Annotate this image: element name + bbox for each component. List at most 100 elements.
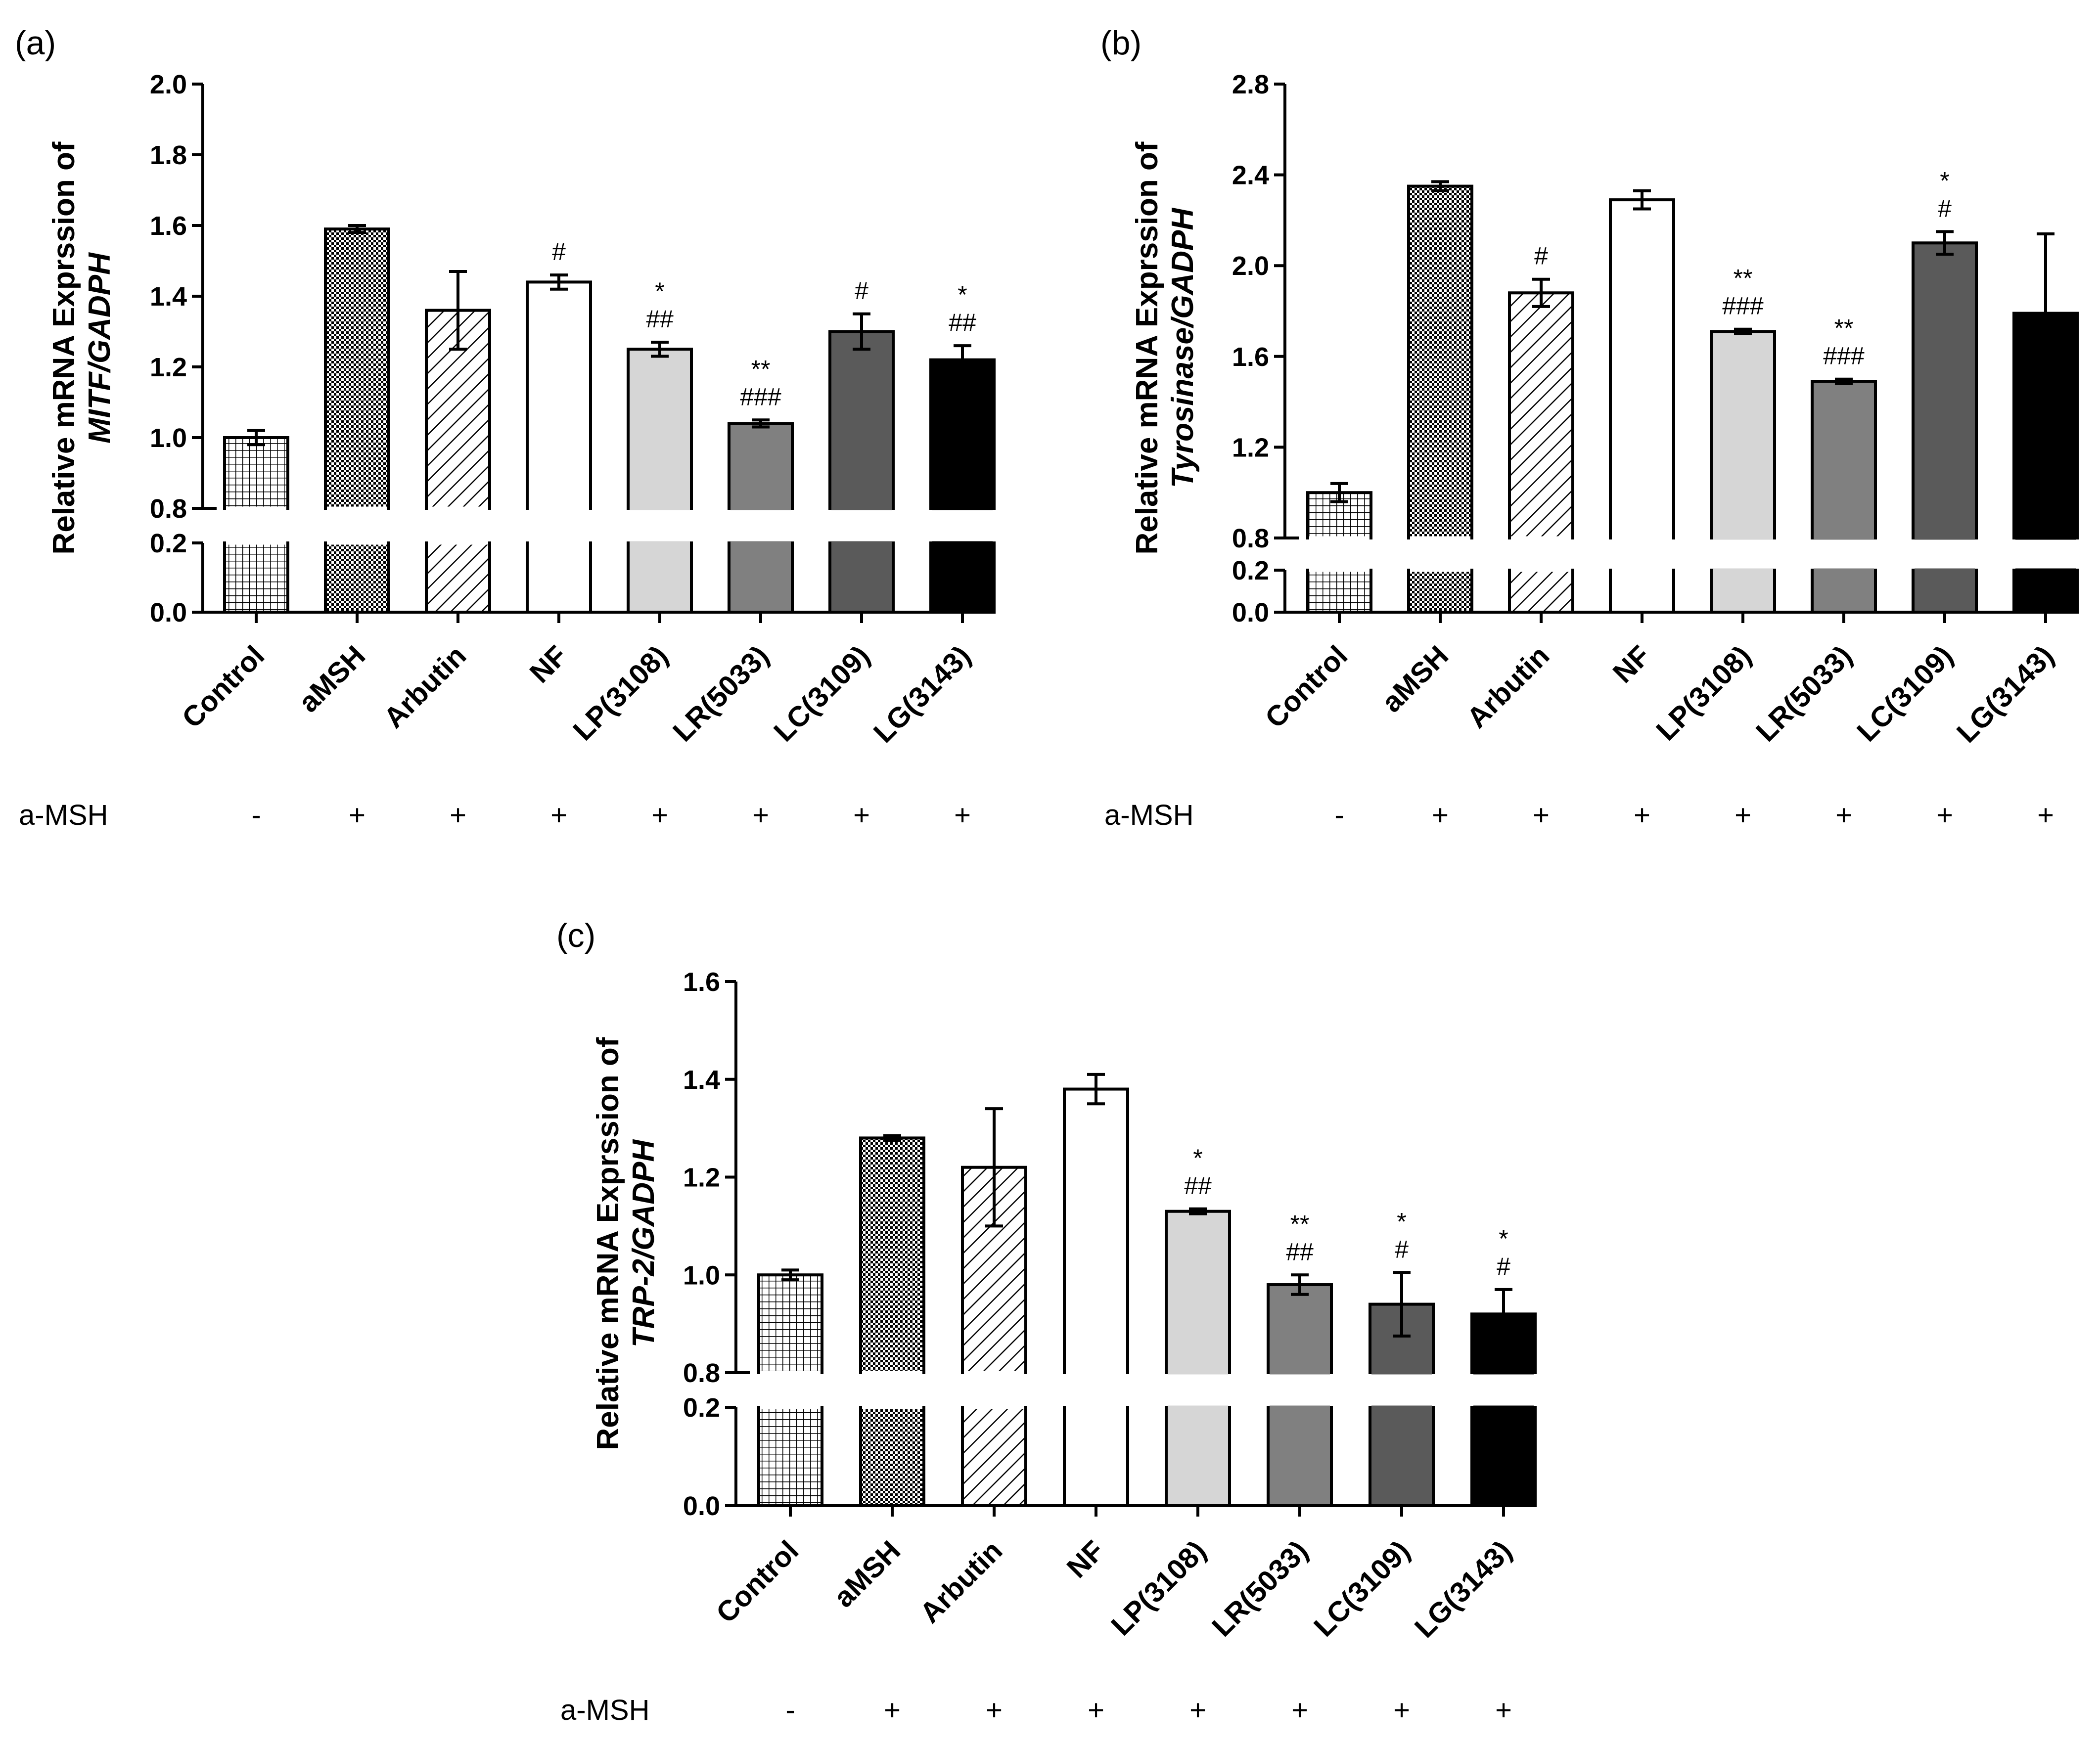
y-tick-label: 0.0	[1232, 598, 1269, 627]
significance-label: #	[1395, 1235, 1409, 1263]
significance-label: *	[1397, 1208, 1406, 1235]
y-tick-label: 1.8	[150, 140, 187, 170]
bar-lower-segment	[728, 541, 794, 614]
bar-upper-segment	[1063, 1087, 1129, 1374]
bar-upper-segment	[1470, 1312, 1537, 1375]
y-tick-label: 0.2	[1232, 556, 1269, 585]
y-axis-label: Relative mRNA Exprssion ofTyrosinase/GAD…	[1130, 141, 1200, 554]
treatment-sign: +	[1835, 799, 1852, 831]
treatment-label: a-MSH	[1104, 799, 1193, 831]
bar-lower-segment	[627, 541, 693, 614]
x-tick-label: NF	[524, 639, 574, 689]
bar-upper-segment	[1407, 184, 1473, 539]
treatment-sign: +	[986, 1694, 1003, 1726]
y-tick-label: 2.0	[150, 70, 187, 99]
bar-lower-segment	[1609, 569, 1675, 614]
x-tick-label: Arbutin	[377, 639, 472, 734]
x-tick-label: Control	[710, 1534, 805, 1629]
bar-lower-segment	[961, 1406, 1027, 1507]
treatment-sign: +	[1495, 1694, 1512, 1726]
bar-lower-segment	[929, 541, 996, 614]
bar-upper-segment	[1609, 198, 1675, 539]
bar-lower-segment	[1508, 569, 1574, 614]
y-tick-label: 1.2	[1232, 433, 1269, 462]
bar-upper-segment	[1267, 1283, 1333, 1374]
bar-lower-segment	[1165, 1406, 1231, 1507]
x-tick-label: Control	[176, 639, 271, 734]
bar-lower-segment	[859, 1406, 925, 1507]
y-axis-label-line1: Relative mRNA Exprssion of	[1130, 141, 1164, 554]
treatment-sign: +	[1432, 799, 1449, 831]
significance-label: ###	[740, 383, 781, 410]
y-tick-label: 1.0	[683, 1260, 720, 1290]
significance-label: #	[552, 238, 566, 266]
bar-upper-segment	[728, 422, 794, 510]
significance-label: #	[855, 277, 868, 305]
treatment-sign: +	[1088, 1694, 1104, 1726]
bar-upper-segment	[859, 1136, 925, 1374]
bar-lower-segment	[1369, 1406, 1435, 1507]
y-tick-label: 0.2	[683, 1393, 720, 1423]
x-tick-label: Arbutin	[1461, 639, 1555, 734]
significance-label: **	[1834, 314, 1854, 342]
bar-upper-segment	[223, 436, 289, 510]
y-tick-label: 1.6	[1232, 342, 1269, 372]
x-tick-label: LP(3108)	[1650, 639, 1757, 747]
y-tick-label: 2.4	[1232, 161, 1269, 190]
y-axis-label: Relative mRNA Exprssion ofTRP-2/GADPH	[591, 1037, 661, 1450]
treatment-sign: +	[884, 1694, 901, 1726]
y-tick-label: 1.6	[150, 211, 187, 241]
x-tick-label: NF	[1607, 639, 1657, 689]
x-tick-label: Arbutin	[913, 1534, 1008, 1629]
chart-panel-b: (b) Relative mRNA Exprssion ofTyrosinase/…	[1100, 24, 2079, 831]
chart-panel-c: (c) Relative mRNA Exprssion ofTRP-2/GADPH…	[556, 917, 1537, 1726]
treatment-sign: +	[1735, 799, 1751, 831]
panel-label: (c)	[556, 917, 595, 954]
y-axis-label-line1: Relative mRNA Exprssion of	[591, 1037, 625, 1450]
significance-label: #	[1534, 242, 1548, 270]
y-axis-label: Relative mRNA Exprssion ofMITF/GADPH	[47, 141, 117, 554]
x-tick-label: LR(5033)	[1750, 639, 1858, 748]
y-tick-label: 2.0	[1232, 251, 1269, 281]
bar-upper-segment	[1912, 241, 1978, 539]
treatment-sign: +	[752, 799, 769, 831]
bar-lower-segment	[1306, 569, 1372, 614]
chart-panel-a: (a) Relative mRNA Exprssion ofMITF/GADPH C…	[15, 24, 996, 831]
bar-lower-segment	[757, 1406, 823, 1507]
bar-lower-segment	[1063, 1406, 1129, 1507]
treatment-sign: +	[550, 799, 567, 831]
bar-upper-segment	[627, 348, 693, 510]
treatment-sign: +	[1634, 799, 1650, 831]
treatment-sign: +	[954, 799, 971, 831]
bar-upper-segment	[1508, 291, 1574, 540]
y-tick-label: 0.2	[150, 529, 187, 558]
y-tick-label: 0.8	[150, 494, 187, 524]
bar-lower-segment	[1912, 569, 1978, 614]
significance-label: *	[655, 277, 664, 305]
bar-lower-segment	[828, 541, 895, 614]
treatment-label: a-MSH	[19, 799, 108, 831]
significance-label: *	[1940, 167, 1949, 194]
bar-upper-segment	[1165, 1209, 1231, 1374]
bar-upper-segment	[425, 309, 491, 510]
treatment-sign: -	[251, 799, 261, 831]
significance-label: #	[1497, 1253, 1510, 1280]
treatment-sign: -	[1334, 799, 1344, 831]
bar-upper-segment	[1811, 380, 1877, 539]
bar-lower-segment	[425, 541, 491, 614]
x-tick-label: LG(3143)	[1409, 1534, 1518, 1644]
treatment-sign: +	[1291, 1694, 1308, 1726]
significance-label: ##	[1286, 1238, 1314, 1265]
x-tick-label: LP(3108)	[567, 639, 674, 747]
treatment-label: a-MSH	[560, 1694, 649, 1726]
y-tick-label: 1.4	[150, 282, 187, 312]
bar-lower-segment	[1470, 1406, 1537, 1507]
bar-upper-segment	[828, 330, 895, 510]
y-tick-label: 1.6	[683, 967, 720, 997]
x-tick-label: Control	[1259, 639, 1354, 734]
bar-upper-segment	[757, 1273, 823, 1374]
bar-upper-segment	[526, 280, 592, 510]
panel-label: (b)	[1100, 24, 1141, 62]
treatment-sign: +	[1189, 1694, 1206, 1726]
bar-lower-segment	[1267, 1406, 1333, 1507]
